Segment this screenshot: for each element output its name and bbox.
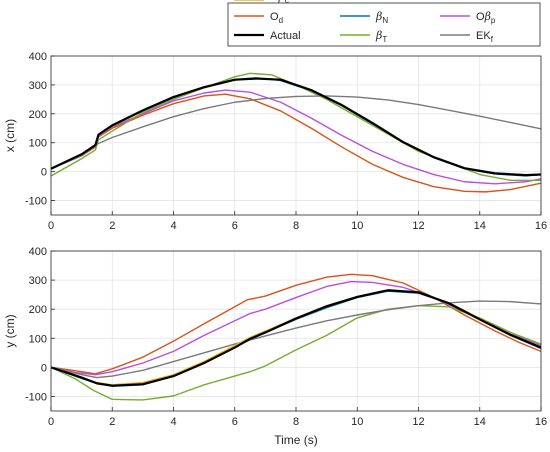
legend-label: EKf: [476, 30, 494, 44]
x-tick-label: 12: [412, 220, 424, 232]
y-axis-label: x (cm): [3, 119, 17, 152]
legend-label: βT: [375, 29, 387, 44]
x-tick-label: 12: [412, 416, 424, 428]
x-axis-label: Time (s): [274, 433, 318, 447]
x-tick-label: 4: [170, 416, 176, 428]
x-tick-label: 10: [351, 220, 363, 232]
x-tick-label: 6: [232, 220, 238, 232]
y-tick-label: 400: [29, 51, 47, 63]
x-tick-label: 6: [232, 416, 238, 428]
y-axis-label: y (cm): [3, 314, 17, 347]
y-tick-label: 300: [29, 80, 47, 92]
x-tick-label: 16: [535, 220, 547, 232]
x-tick-label: 2: [109, 220, 115, 232]
legend-label: βN: [375, 10, 388, 25]
legend-entry-Od: Od: [234, 11, 283, 25]
legend: Od βN Oβp Actual βT EKf Oβc: [227, 0, 541, 47]
y-tick-label: 300: [29, 275, 47, 287]
series-line-Actual: [51, 77, 541, 177]
legend-box: [227, 2, 541, 47]
series-line-bT: [51, 304, 541, 401]
x-tick-label: 14: [474, 220, 486, 232]
legend-label: Oβc: [270, 0, 289, 5]
series-line-EKf: [51, 300, 541, 379]
series-line-Obp: [51, 89, 541, 185]
series-line-Od: [51, 273, 541, 375]
x-tick-label: 16: [535, 416, 547, 428]
series-line-Actual: [51, 289, 541, 387]
x-tick-label: 2: [109, 416, 115, 428]
y-tick-label: 400: [29, 246, 47, 258]
legend-entry-Obp: Oβp: [440, 10, 496, 25]
legend-entry-bN: βN: [340, 10, 388, 25]
y-tick-label: -100: [25, 391, 47, 403]
y-position-chart: 0 2 4 6 8 10 12 14 16 -100 0 100 200 300 400 y (cm) Time…: [3, 246, 547, 447]
series-line-EKf: [51, 95, 541, 170]
y-tick-label: 0: [41, 167, 47, 179]
legend-label: Oβp: [476, 10, 496, 25]
x-tick-label: 0: [48, 416, 54, 428]
y-tick-label: -100: [25, 196, 47, 208]
x-tick-label: 0: [48, 220, 54, 232]
legend-entry-Actual: Actual: [234, 30, 301, 42]
legend-entry-Obc: Oβc: [234, 0, 289, 5]
y-tick-label: 100: [29, 333, 47, 345]
y-tick-label: 0: [41, 362, 47, 374]
x-tick-label: 8: [293, 220, 299, 232]
x-tick-label: 14: [474, 416, 486, 428]
y-tick-label: 200: [29, 304, 47, 316]
legend-label: Od: [270, 11, 283, 25]
x-tick-label: 10: [351, 416, 363, 428]
legend-entry-bT: βT: [340, 29, 387, 44]
x-tick-label: 8: [293, 416, 299, 428]
y-tick-label: 100: [29, 138, 47, 150]
legend-entry-EKf: EKf: [440, 30, 494, 44]
y-tick-label: 200: [29, 109, 47, 121]
x-tick-label: 4: [170, 220, 176, 232]
legend-label: Actual: [270, 30, 301, 42]
